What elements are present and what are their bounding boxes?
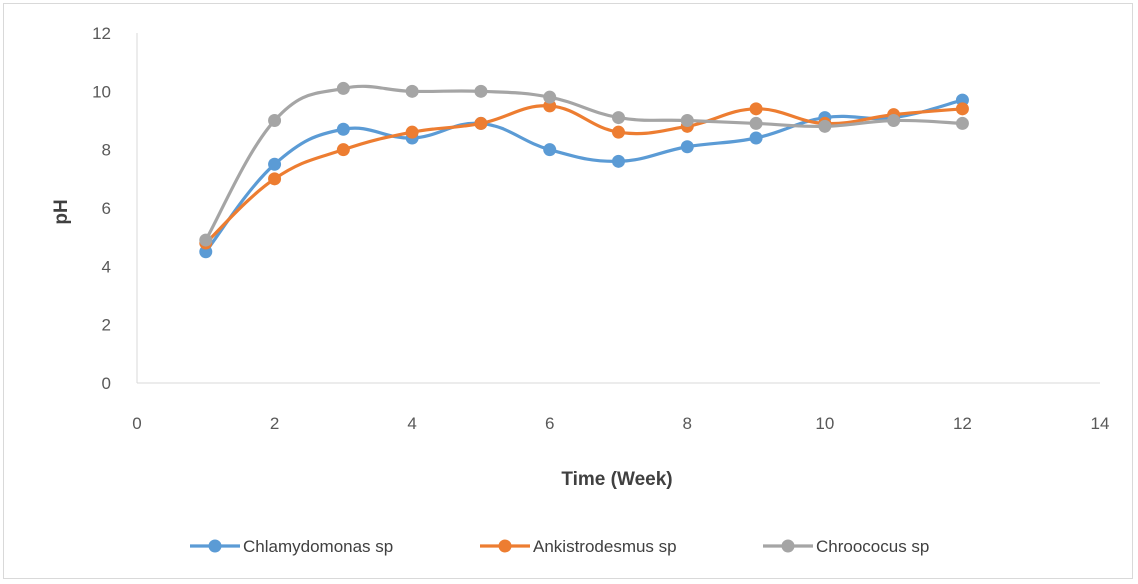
legend-label: Ankistrodesmus sp: [533, 537, 677, 556]
data-point: [336, 81, 350, 95]
legend-item: Chroococus sp: [763, 537, 929, 556]
y-tick-label: 10: [92, 82, 111, 101]
y-tick-label: 8: [102, 141, 111, 160]
data-point: [955, 116, 969, 130]
tick-labels: 0 2 4 6 8 10 12 0 2 4 6 8 10 12 14: [92, 24, 1109, 433]
x-tick-label: 12: [953, 414, 972, 433]
x-tick-label: 8: [683, 414, 692, 433]
data-point: [543, 90, 557, 104]
y-axis-title: pH: [51, 199, 72, 224]
data-point: [612, 154, 625, 168]
data-point: [405, 84, 419, 98]
data-point: [749, 102, 763, 116]
y-tick-label: 4: [102, 257, 111, 276]
data-point: [268, 172, 282, 186]
x-tick-label: 0: [132, 414, 141, 433]
legend-marker: [498, 539, 512, 553]
x-axis-title: Time (Week): [561, 469, 672, 490]
y-tick-label: 12: [92, 24, 111, 43]
legend-label: Chlamydomonas sp: [243, 537, 393, 556]
chart-frame: [3, 3, 1133, 579]
data-point: [612, 125, 625, 139]
y-tick-label: 2: [102, 316, 111, 335]
data-point: [199, 233, 213, 247]
legend-item: Ankistrodesmus sp: [480, 537, 677, 556]
legend-marker: [208, 539, 222, 553]
y-tick-label: 6: [102, 199, 111, 218]
data-point: [680, 140, 694, 154]
data-point: [336, 122, 350, 136]
data-point: [405, 125, 419, 139]
data-point: [818, 119, 832, 133]
data-point: [680, 114, 694, 127]
data-point: [749, 116, 763, 130]
legend: Chlamydomonas sp Ankistrodesmus sp Chrooco…: [190, 537, 929, 556]
x-tick-label: 4: [407, 414, 416, 433]
x-tick-label: 2: [270, 414, 279, 433]
data-point: [268, 157, 282, 171]
data-point: [474, 84, 488, 98]
series-line: [204, 84, 963, 241]
series-layer: [199, 81, 969, 259]
legend-marker: [781, 539, 795, 553]
series-line: [204, 104, 963, 245]
data-point: [336, 143, 350, 157]
data-point: [612, 111, 625, 125]
data-point: [749, 131, 763, 145]
data-point: [543, 143, 557, 157]
data-point: [268, 114, 282, 127]
y-tick-label: 0: [102, 374, 111, 393]
legend-label: Chroococus sp: [816, 537, 929, 556]
data-point: [474, 116, 488, 130]
x-tick-label: 14: [1091, 414, 1110, 433]
x-tick-label: 6: [545, 414, 554, 433]
series-3: [199, 81, 969, 247]
axes: [136, 33, 1100, 384]
x-tick-label: 10: [815, 414, 834, 433]
series-2: [199, 99, 969, 250]
legend-item: Chlamydomonas sp: [190, 537, 393, 556]
data-point: [955, 102, 969, 116]
data-point: [887, 114, 901, 127]
